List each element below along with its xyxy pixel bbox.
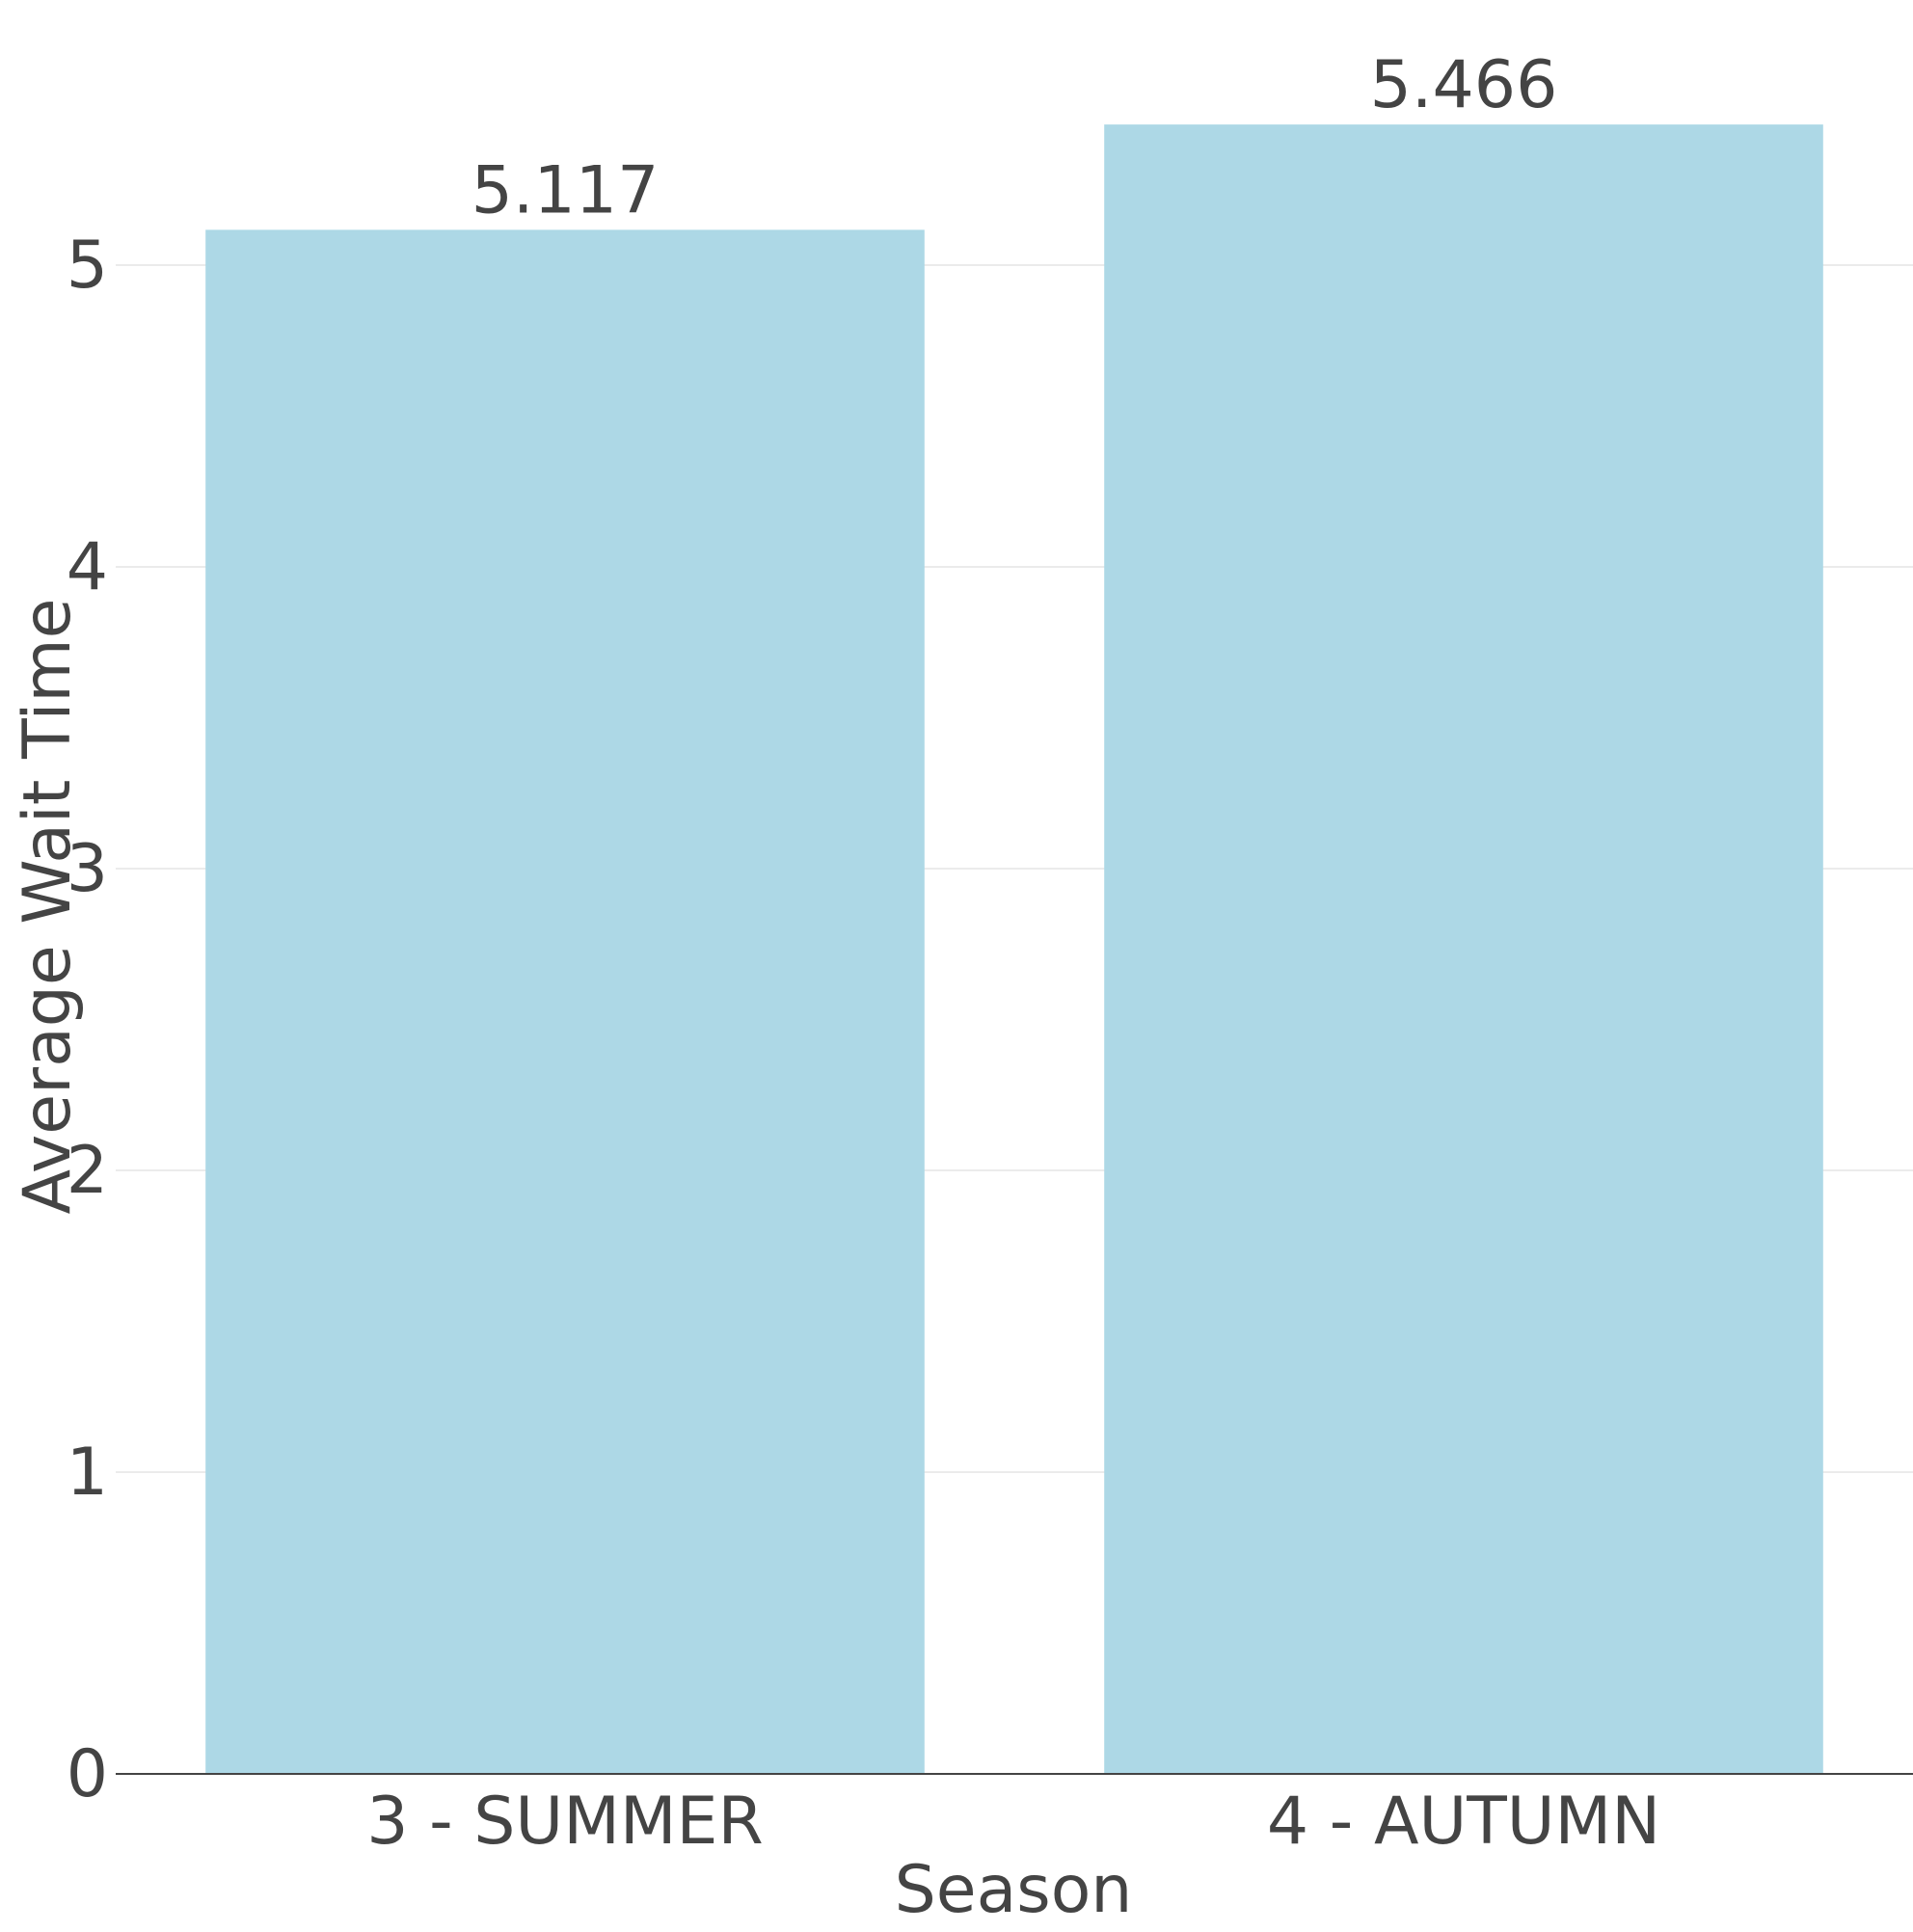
bar-value-label: 5.466 [1370, 47, 1558, 123]
bars [205, 124, 1823, 1775]
x-tick-label: 3 - SUMMER [366, 1784, 764, 1860]
y-tick-label: 2 [67, 1133, 108, 1209]
axes: 0 1 2 3 4 5 3 - SUMMER 4 - AUTUMN [67, 228, 1913, 1860]
bar-value-label: 5.117 [472, 152, 660, 228]
y-tick-label: 1 [67, 1435, 108, 1511]
bar [1104, 124, 1823, 1775]
x-axis-title: Season [895, 1852, 1133, 1928]
data-labels: 5.117 5.466 [472, 47, 1558, 228]
y-tick-label: 0 [67, 1736, 108, 1812]
y-tick-label: 3 [67, 831, 108, 907]
y-tick-label: 4 [67, 529, 108, 605]
y-tick-label: 5 [67, 228, 108, 304]
bar [205, 229, 925, 1774]
y-axis-title: Average Wait Time [10, 599, 86, 1215]
x-tick-label: 4 - AUTUMN [1267, 1784, 1660, 1860]
